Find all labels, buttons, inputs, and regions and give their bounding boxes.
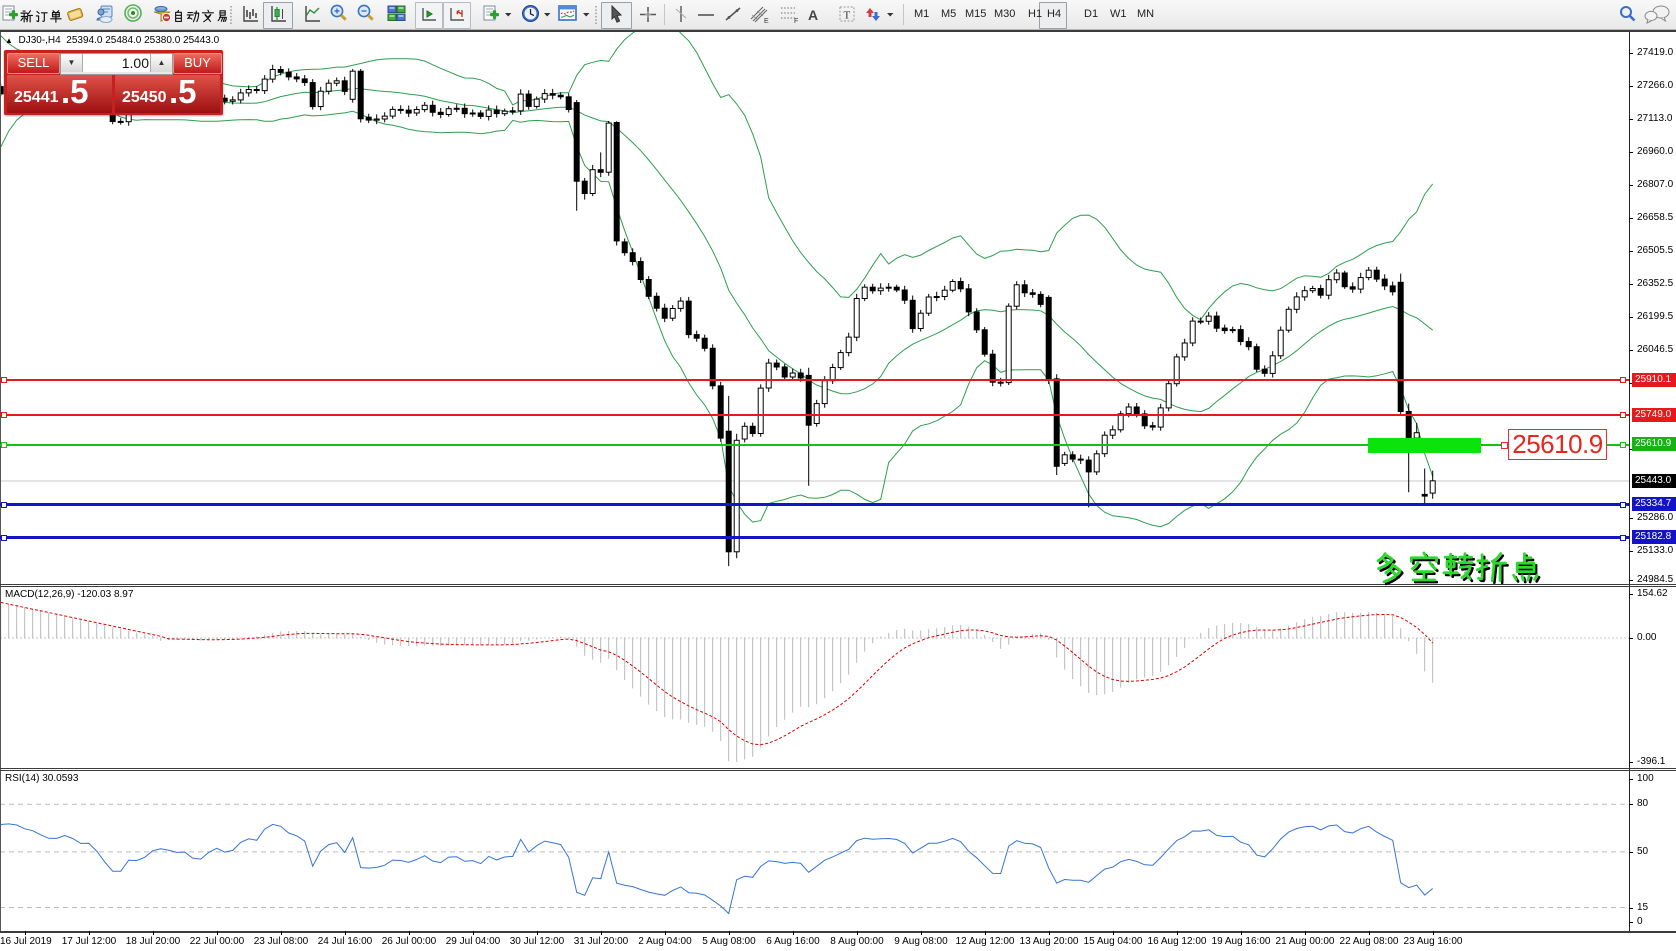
svg-text:T: T (844, 10, 851, 22)
svg-text:F: F (794, 18, 798, 25)
svg-text:E: E (764, 18, 769, 25)
